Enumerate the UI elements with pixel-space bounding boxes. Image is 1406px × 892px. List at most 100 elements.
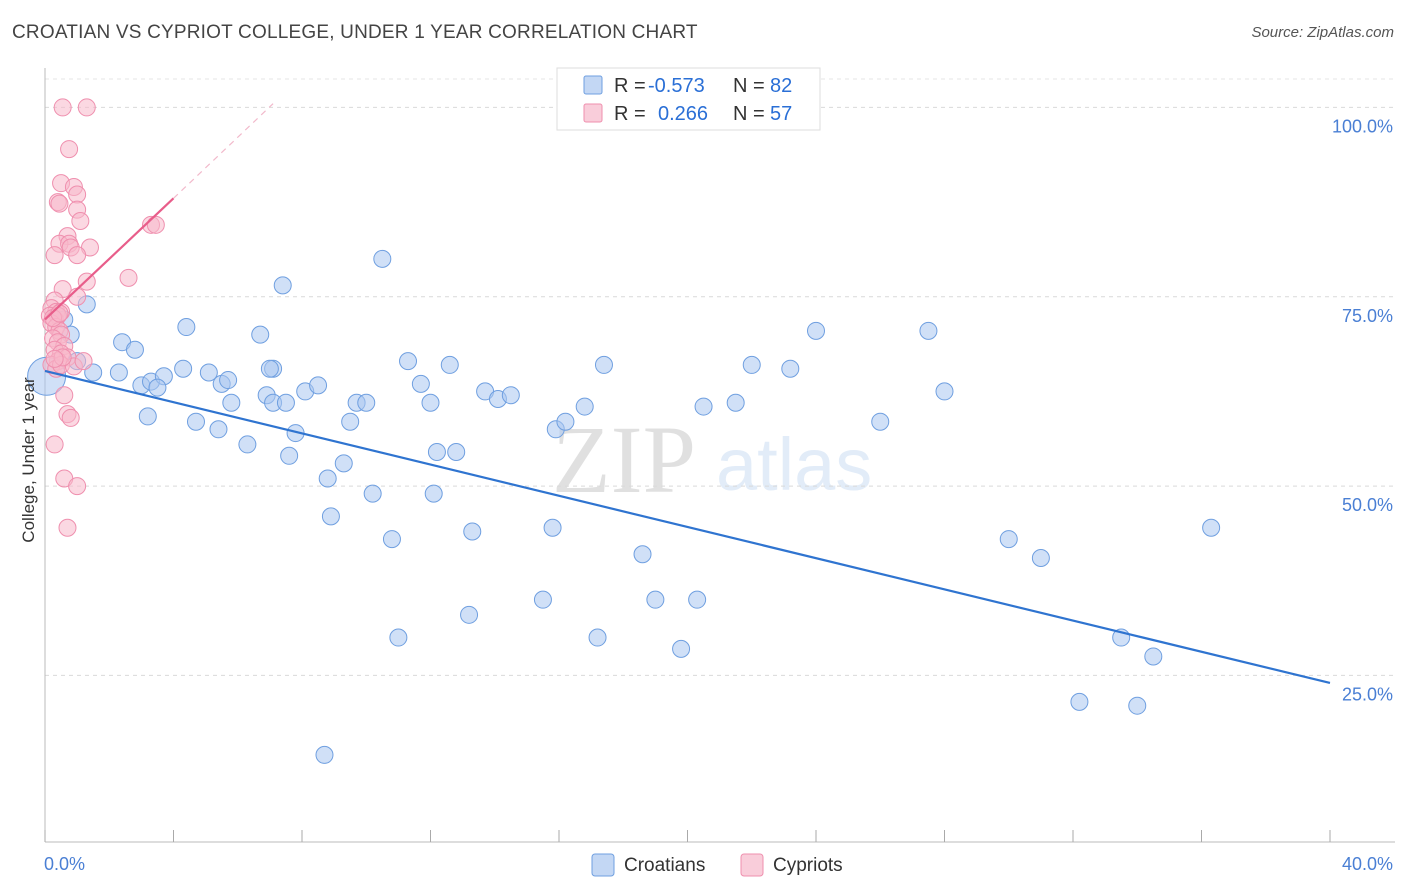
legend-swatch-cypriots	[583, 103, 603, 123]
cypriots-point	[68, 185, 87, 204]
croatians-point	[389, 628, 408, 647]
croatians-point	[421, 393, 440, 412]
legend-n-label-1: N =	[733, 75, 765, 97]
bottom-legend-croatians[interactable]: Croatians	[624, 855, 705, 876]
croatians-point	[1144, 647, 1163, 666]
x-tick-label: 0.0%	[44, 854, 85, 874]
cypriots-point	[45, 246, 64, 265]
cypriots-points	[40, 98, 165, 537]
legend-r-label-2: R =	[614, 103, 646, 125]
croatians-point	[533, 590, 552, 609]
legend-n-value-1: 82	[770, 75, 792, 97]
cypriots-point	[68, 287, 87, 306]
croatians-point	[382, 530, 401, 549]
croatians-point	[177, 318, 196, 337]
trend-lines	[44, 103, 1331, 685]
cypriots-point	[146, 215, 165, 234]
y-tick-labels: 25.0% 50.0% 75.0% 100.0%	[1332, 116, 1393, 704]
croatians-point	[363, 484, 382, 503]
croatians-point	[341, 412, 360, 431]
cypriots-point	[50, 304, 69, 323]
croatians-point	[646, 590, 665, 609]
croatians-point	[315, 745, 334, 764]
croatians-point	[238, 435, 257, 454]
croatians-point	[138, 407, 157, 426]
y-tick-label: 100.0%	[1332, 116, 1393, 136]
croatians-point	[463, 522, 482, 541]
croatians-point	[556, 412, 575, 431]
cypriots-point	[45, 435, 64, 454]
croatians-point	[742, 355, 761, 374]
chart-title: CROATIAN VS CYPRIOT COLLEGE, UNDER 1 YEA…	[12, 22, 698, 43]
croatians-point	[219, 371, 238, 390]
croatians-point	[411, 374, 430, 393]
croatians-point	[919, 321, 938, 340]
croatians-point	[501, 386, 520, 405]
croatians-trend-line	[44, 369, 1331, 685]
croatians-point	[935, 382, 954, 401]
x-tick-label: 40.0%	[1342, 854, 1393, 874]
bottom-legend: Croatians Cypriots	[591, 853, 843, 877]
y-axis-label: College, Under 1 year	[19, 377, 38, 543]
watermark-zip: ZIP	[552, 406, 696, 513]
watermark-atlas: atlas	[716, 423, 872, 506]
croatians-point	[427, 443, 446, 461]
cypriots-point	[68, 246, 87, 265]
cypriots-point	[119, 268, 138, 287]
croatians-point	[672, 639, 691, 658]
croatians-point	[309, 376, 328, 395]
croatians-point	[125, 340, 144, 359]
gridlines	[45, 78, 1395, 676]
cypriots-point	[45, 349, 64, 368]
croatians-point	[199, 363, 218, 382]
croatians-point	[694, 397, 713, 416]
croatians-point	[807, 321, 825, 340]
croatians-point	[999, 530, 1018, 549]
cypriots-point	[58, 518, 77, 537]
bottom-legend-swatch-cypriots[interactable]	[740, 853, 764, 877]
x-tick-labels: 0.0% 40.0%	[44, 854, 1393, 874]
y-tick-label: 25.0%	[1342, 684, 1393, 704]
cypriots-trend-line	[44, 197, 175, 321]
croatians-point	[1031, 549, 1050, 568]
croatians-point	[1128, 696, 1147, 715]
croatians-point	[260, 359, 279, 378]
legend-r-value-2: 0.266	[658, 103, 708, 125]
croatians-point	[781, 359, 800, 378]
croatians-point	[334, 454, 353, 473]
croatians-point	[209, 420, 228, 439]
cypriots-point	[68, 477, 87, 496]
legend-r-label-1: R =	[614, 75, 646, 97]
cypriots-point	[61, 408, 80, 427]
croatians-point	[222, 393, 241, 412]
croatians-point	[440, 355, 459, 374]
legend-n-value-2: 57	[770, 103, 792, 125]
croatians-point	[174, 359, 193, 378]
croatians-point	[276, 393, 295, 412]
y-tick-label: 50.0%	[1342, 495, 1393, 515]
croatians-point	[1202, 518, 1221, 537]
bottom-legend-cypriots[interactable]: Cypriots	[773, 855, 843, 876]
cypriots-point	[71, 212, 90, 231]
croatians-point	[594, 355, 613, 374]
axes	[44, 68, 1395, 843]
croatians-point	[1070, 692, 1089, 711]
cypriots-point	[60, 140, 79, 159]
cypriots-point	[55, 386, 74, 405]
croatians-point	[186, 412, 205, 431]
cypriots-point	[53, 98, 72, 117]
croatians-point	[871, 412, 890, 431]
croatians-point	[726, 393, 745, 412]
croatians-point	[447, 443, 466, 461]
croatians-point	[460, 605, 479, 624]
croatians-point	[575, 397, 594, 416]
croatians-point	[318, 469, 337, 488]
bottom-legend-swatch-croatians[interactable]	[591, 853, 615, 877]
legend-swatch-croatians	[583, 75, 603, 95]
croatians-point	[273, 276, 292, 295]
croatians-point	[280, 446, 299, 465]
source-label: Source: ZipAtlas.com	[1251, 24, 1394, 41]
croatians-point	[588, 628, 607, 647]
cypriots-point	[50, 194, 69, 213]
